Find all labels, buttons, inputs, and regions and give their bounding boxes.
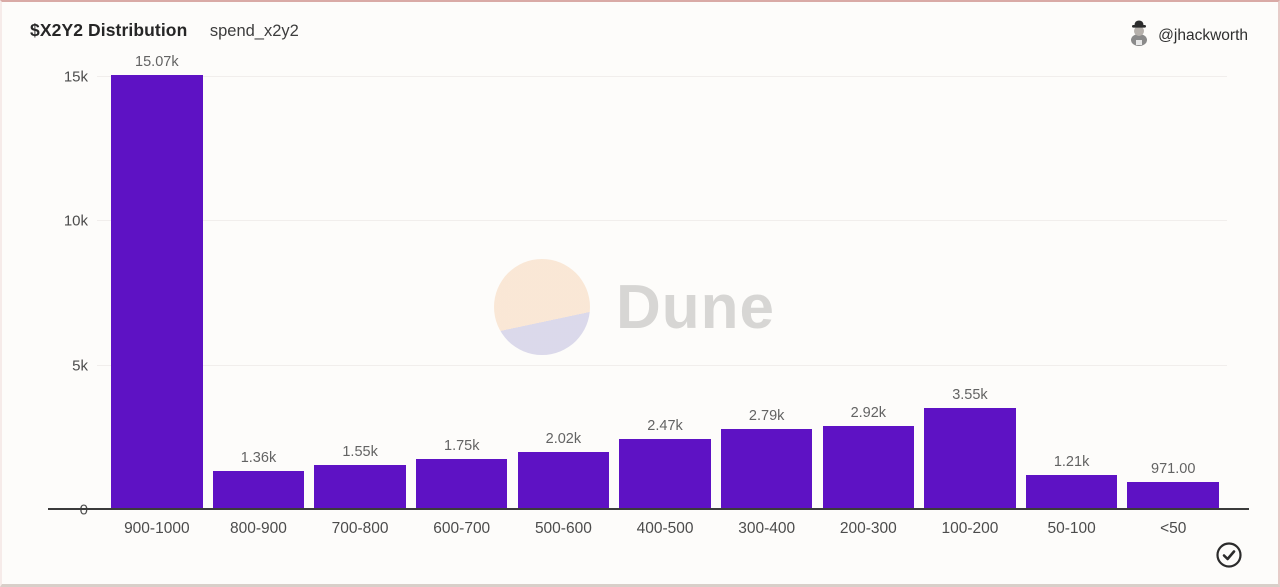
x-tick-label: 200-300: [839, 520, 897, 537]
x-tick-label: 50-100: [1047, 520, 1096, 537]
bar-slot: 2.92k: [817, 405, 919, 510]
x-axis-labels: 900-1000 800-900 700-800 600-700 500-600 400-…: [106, 520, 1224, 538]
x-axis-line: [48, 508, 1249, 510]
bar-value-label: 1.21k: [1053, 454, 1090, 471]
bar-400-500[interactable]: [619, 438, 711, 510]
bar-600-700[interactable]: [416, 459, 508, 510]
bar-50-100[interactable]: [1025, 475, 1118, 510]
bar-slot: 3.55k: [919, 387, 1021, 510]
gridline: [97, 364, 1227, 366]
y-tick-label: 15k: [63, 68, 88, 86]
bar-700-800[interactable]: [314, 465, 406, 510]
bar-<50[interactable]: [1127, 481, 1219, 510]
bar-slot: 1.36k: [208, 450, 310, 510]
y-tick-label: 10k: [63, 212, 88, 230]
bar-300-400[interactable]: [720, 429, 813, 510]
y-tick-label: 0: [79, 501, 88, 519]
bar-value-label: 3.55k: [952, 386, 988, 403]
y-axis-labels: 0 5k 10k 15k: [22, 69, 88, 519]
check-circle-icon: [1214, 542, 1244, 574]
x-tick-label: 300-400: [738, 520, 796, 537]
bar-slot: 1.21k: [1021, 454, 1123, 510]
bar-500-600[interactable]: [517, 451, 610, 510]
gridline: [97, 76, 1227, 77]
y-tick-label: 5k: [72, 357, 88, 375]
author-avatar-icon: [1128, 20, 1150, 51]
bar-value-label: 1.75k: [444, 438, 480, 455]
bar-value-label: 2.79k: [748, 408, 785, 425]
x-tick-label: 600-700: [433, 520, 491, 537]
x-tick-label: 800-900: [230, 520, 287, 537]
x-tick-label: 700-800: [331, 520, 389, 537]
bar-value-label: 2.47k: [647, 417, 683, 434]
author-handle[interactable]: @jhackworth: [1158, 26, 1248, 44]
bar-slot: 1.55k: [309, 444, 411, 510]
chart-title: $X2Y2 Distribution: [30, 20, 188, 40]
bar-900-1000[interactable]: [111, 74, 203, 510]
gridlines: [97, 76, 1227, 510]
bar-value-label: 1.55k: [342, 444, 378, 461]
bar-slot: 15.07k: [106, 54, 208, 510]
x-tick-label: 500-600: [534, 520, 592, 537]
bar-series: 15.07k 1.36k 1.55k 1.75k 2.02k 2.47k 2.79k 2.92…: [106, 54, 1224, 510]
bar-value-label: 971.00: [1151, 460, 1196, 477]
gridline: [97, 220, 1227, 222]
bar-value-label: 2.02k: [545, 430, 582, 447]
embed-status-button[interactable]: [1214, 540, 1244, 570]
x-tick-label: <50: [1160, 520, 1187, 537]
bar-value-label: 2.92k: [850, 404, 887, 421]
bar-slot: 2.02k: [513, 431, 615, 510]
bar-slot: 2.79k: [716, 408, 818, 510]
bar-200-300[interactable]: [822, 425, 915, 510]
x-tick-label: 100-200: [941, 520, 999, 537]
author-link[interactable]: @jhackworth: [1128, 20, 1248, 51]
bar-slot: 1.75k: [411, 438, 513, 510]
bar-100-200[interactable]: [924, 407, 1016, 510]
chart-header: $X2Y2 Distribution spend_x2y2 @jhackwort…: [30, 20, 1250, 50]
bar-value-label: 15.07k: [135, 53, 179, 70]
x-tick-label: 400-500: [636, 520, 694, 537]
bar-slot: 971.00: [1122, 461, 1224, 510]
bar-value-label: 1.36k: [240, 449, 277, 466]
x-tick-label: 900-1000: [124, 520, 190, 537]
bar-800-900[interactable]: [212, 470, 305, 510]
bar-slot: 2.47k: [614, 418, 716, 510]
chart-series-name: spend_x2y2: [209, 22, 299, 40]
